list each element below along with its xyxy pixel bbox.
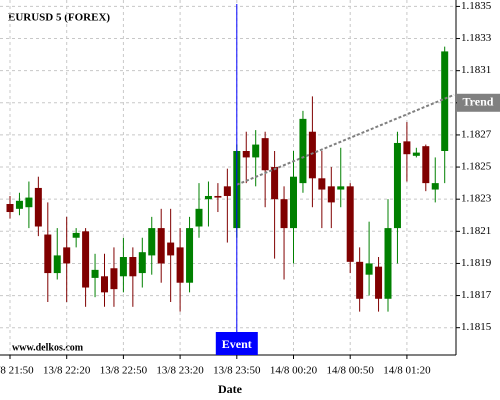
candle-body [82,231,90,288]
x-tick-label: 13/8 23:50 [213,365,261,377]
trend-line [236,93,455,186]
candle-body [176,247,184,283]
candle-body [34,187,42,227]
candle-body [204,195,212,200]
candle-body [412,152,420,156]
candle-body [44,234,52,274]
candle-body [290,176,297,229]
candle-body [63,247,71,264]
candle-body [129,257,137,277]
event-label: Event [222,337,252,351]
x-tick-label: 14/8 00:20 [270,365,318,377]
candle-body [375,266,383,299]
candle-body [337,186,345,190]
trend-label-box [457,93,500,112]
x-tick-label: 13/8 23:20 [156,365,204,377]
candle-body [261,138,269,171]
candle-body [119,257,127,277]
candle-body [138,252,146,274]
y-tick-label: 1.1815 [461,321,492,333]
candle-body [6,204,14,213]
candle-body [214,195,222,198]
candle-body [15,200,23,209]
x-axis-label: Date [218,382,243,396]
y-tick-label: 1.1825 [461,161,492,173]
candle-body [403,141,411,155]
watermark: www.delkos.com [12,342,84,353]
candle-body [53,255,61,274]
y-tick-label: 1.1833 [461,32,492,44]
candle-body [167,242,175,256]
candle-body [346,186,354,262]
candle-body [186,228,194,283]
candle-body [223,186,231,196]
candle-body [299,118,307,184]
event-label-box [215,332,258,355]
x-tick-label: 13/8 22:20 [43,365,91,377]
candle-body [110,268,118,290]
y-tick-label: 1.1823 [461,193,492,205]
y-tick-label: 1.1819 [461,257,492,269]
candle-body [422,146,430,184]
candle-body [101,276,108,293]
y-tick-label: 1.1831 [461,64,491,76]
trend-label: Trend [463,95,494,109]
candle-body [393,142,401,229]
x-tick-label: 13/8 21:50 [0,365,34,377]
candle-body [356,261,364,299]
candle-body [242,150,250,158]
y-tick-label: 1.1835 [461,0,492,12]
candle-body [252,144,260,158]
x-tick-label: 13/8 22:50 [100,365,148,377]
candle-body [318,178,326,190]
candle-body [195,208,203,227]
candle-body [91,269,99,278]
chart-title: EURUSD 5 (FOREX) [8,12,110,24]
candle-body [308,131,316,179]
y-tick-label: 1.1827 [461,128,492,140]
candle-body [271,167,279,200]
candle-body [148,228,156,256]
y-tick-label: 1.1821 [461,225,491,237]
candle-body [384,228,392,299]
candle-body [157,228,165,264]
candle-body [441,51,449,151]
x-tick-label: 14/8 01:20 [383,365,431,377]
candle-body [280,199,288,229]
candle-body [72,232,80,238]
candle-body [25,197,33,208]
candle-body [327,186,335,203]
candle-body [365,263,373,275]
y-tick-label: 1.1817 [461,289,492,301]
candle-body [431,183,439,190]
x-tick-label: 14/8 00:50 [327,365,375,377]
